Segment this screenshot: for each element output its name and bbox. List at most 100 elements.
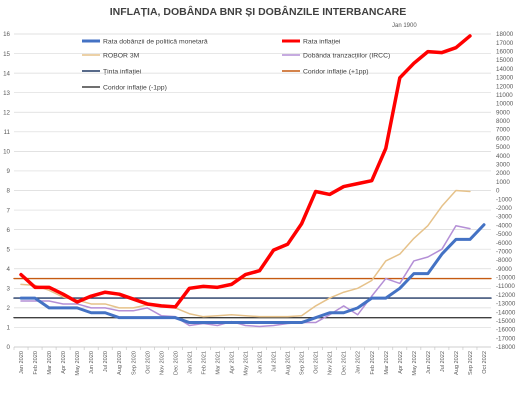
series-line (20, 224, 471, 328)
series-line (20, 189, 471, 318)
x-tick-label: May 2020 (75, 351, 81, 376)
legend-label: Dobânda tranzacțiilor (IRCC) (303, 52, 390, 59)
x-tick-label: Feb 2021 (201, 351, 207, 375)
y-right-tick-label: 9000 (496, 109, 510, 116)
legend-label: ROBOR 3M (103, 52, 140, 59)
x-axis: Jan 2020 Feb 2020 Mar 2020 Apr 2020 May 2020… (13, 346, 491, 376)
axis-note: Jan 1900 (392, 23, 417, 29)
x-tick-label: Oct 2022 (482, 351, 488, 374)
x-tick-label: Jun 2022 (426, 351, 432, 374)
y-left-tick-label: 4 (7, 266, 11, 273)
x-tick-label: Nov 2020 (159, 351, 165, 375)
x-tick-label: Aug 2022 (454, 351, 460, 375)
x-tick-label: Apr 2022 (398, 351, 404, 374)
y-right-tick-label: -3000 (496, 214, 512, 221)
legend-label: Rata dobânzii de politică monetară (103, 38, 208, 45)
legend-label: Coridor inflație (-1pp) (103, 84, 167, 91)
y-right-tick-label: -16000 (496, 327, 516, 334)
x-tick-label: Oct 2020 (145, 351, 151, 374)
y-left-tick-label: 12 (3, 109, 10, 116)
legend-label: Coridor inflație (+1pp) (303, 68, 369, 75)
y-left-tick-label: 3 (7, 286, 11, 293)
y-right-tick-label: 4000 (496, 153, 510, 160)
x-tick-label: Nov 2021 (328, 351, 334, 375)
x-tick-label: Jan 2022 (356, 351, 362, 374)
x-tick-label: Jan 2021 (187, 351, 193, 374)
x-tick-label: Jun 2020 (89, 351, 95, 374)
series-lines (13, 34, 492, 328)
y-left-tick-label: 14 (3, 70, 10, 77)
y-left-tick-label: 11 (4, 129, 11, 136)
x-tick-label: Mar 2020 (47, 351, 53, 375)
x-tick-label: Jun 2021 (258, 351, 264, 374)
y-right-tick-label: 16000 (496, 48, 514, 55)
y-right-tick-label: -13000 (496, 301, 516, 308)
x-tick-label: Dec 2020 (173, 351, 179, 375)
y-right-tick-label: -9000 (496, 266, 512, 273)
y-right-tick-label: -8000 (496, 257, 512, 264)
x-tick-label: Apr 2021 (229, 351, 235, 374)
y-right-tick-label: 11000 (496, 92, 513, 99)
x-tick-label: Mar 2022 (384, 351, 390, 375)
x-tick-label: Mar 2021 (215, 351, 221, 375)
y-right-tick-label: 0 (496, 188, 500, 195)
series-line (19, 34, 472, 309)
y-right-tick-label: 5000 (496, 144, 510, 151)
x-tick-label: Jul 2020 (103, 351, 109, 372)
y-right-tick-label: -18000 (496, 344, 516, 351)
y-left-tick-label: 9 (7, 168, 11, 175)
y-right-tick-label: 18000 (496, 31, 514, 38)
y-left-tick-label: 2 (7, 305, 11, 312)
y-left-tick-label: 5 (7, 246, 11, 253)
x-tick-label: Sep 2022 (468, 351, 474, 375)
y-right-tick-label: -6000 (496, 240, 512, 247)
y-left-tick-label: 1 (7, 325, 11, 332)
y-right-tick-label: 6000 (496, 135, 510, 142)
y-right-tick-label: 14000 (496, 66, 514, 73)
x-tick-label: Apr 2020 (61, 351, 67, 374)
y-left-tick-label: 16 (3, 31, 10, 38)
y-right-tick-label: -12000 (496, 292, 516, 299)
legend-label: Ținta inflației (103, 68, 142, 75)
y-left-tick-label: 15 (3, 51, 10, 58)
y-right-tick-label: -15000 (496, 318, 516, 325)
y-left-tick-label: 8 (7, 188, 11, 195)
y-right-tick-label: -10000 (496, 275, 516, 282)
x-tick-label: Jul 2021 (272, 351, 278, 372)
y-right-tick-label: 12000 (496, 83, 514, 90)
y-right-tick-label: -5000 (496, 231, 512, 238)
y-left-tick-label: 0 (7, 344, 11, 351)
y-right-tick-label: 13000 (496, 75, 514, 82)
y-right-tick-label: 17000 (496, 40, 514, 47)
y-right-tick-label: -7000 (496, 248, 512, 255)
y-left-tick-label: 13 (3, 90, 10, 97)
x-tick-label: May 2021 (243, 351, 249, 376)
y-right-tick-label: -2000 (496, 205, 512, 212)
y-right-tick-label: 15000 (496, 57, 514, 64)
y-right-tick-label: 7000 (496, 127, 510, 134)
x-tick-label: May 2022 (412, 351, 418, 376)
y-right-tick-label: -14000 (496, 309, 516, 316)
gridlines (14, 33, 491, 328)
y-right-tick-label: 2000 (496, 170, 510, 177)
y-right-tick-label: 1000 (496, 179, 510, 186)
y-right-tick-label: -4000 (496, 222, 512, 229)
x-tick-label: Jan 2020 (19, 351, 25, 374)
y-left-tick-label: 7 (7, 207, 11, 214)
y-left-tick-label: 6 (7, 227, 11, 234)
x-tick-label: Oct 2021 (314, 351, 320, 374)
x-tick-label: Jul 2022 (440, 351, 446, 372)
series-line (19, 223, 486, 325)
y-right-tick-label: -17000 (496, 335, 516, 342)
x-tick-label: Feb 2022 (370, 351, 376, 375)
y-right-tick-label: -11000 (496, 283, 515, 290)
x-tick-label: Dec 2021 (342, 351, 348, 375)
x-tick-label: Feb 2020 (33, 351, 39, 375)
x-tick-label: Sep 2021 (300, 351, 306, 375)
y-right-tick-label: -1000 (496, 196, 512, 203)
x-tick-label: Aug 2020 (117, 351, 123, 375)
